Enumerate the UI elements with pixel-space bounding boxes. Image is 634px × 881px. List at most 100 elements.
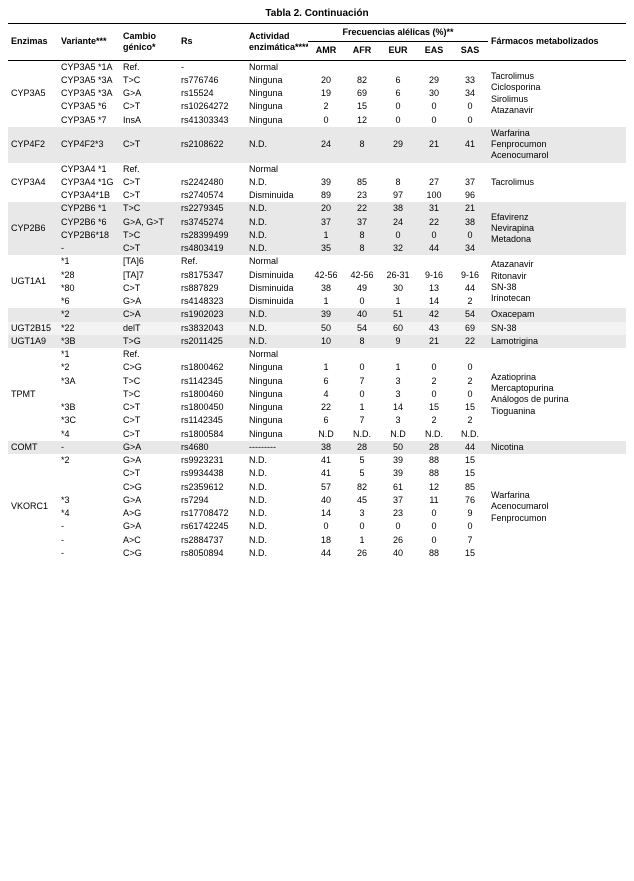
cell-rs: rs2011425	[178, 335, 246, 348]
cell-act: N.D.	[246, 127, 308, 163]
cell-sas: 7	[452, 534, 488, 547]
cell-enzyme: VKORC1	[8, 454, 58, 560]
cell-rs: rs1902023	[178, 308, 246, 321]
cell-enzyme: UGT2B15	[8, 322, 58, 335]
cell-sas: 0	[452, 114, 488, 127]
cell-eas: 13	[416, 282, 452, 295]
cell-eas: 88	[416, 467, 452, 480]
cell-amr: 50	[308, 322, 344, 335]
cell-eur: 38	[380, 202, 416, 215]
cell-amr: 40	[308, 494, 344, 507]
cell-eas: 11	[416, 494, 452, 507]
cell-rs: rs1800460	[178, 388, 246, 401]
cell-amr: 22	[308, 401, 344, 414]
cell-var: -	[58, 547, 120, 560]
cell-afr: 7	[344, 414, 380, 427]
cell-act: N.D.	[246, 176, 308, 189]
cell-sas: 15	[452, 547, 488, 560]
cell-var: -	[58, 441, 120, 454]
th-cambio: Cambio génico*	[120, 24, 178, 61]
cell-amr: 1	[308, 229, 344, 242]
cell-rs	[178, 348, 246, 361]
th-eas: EAS	[416, 42, 452, 60]
th-amr: AMR	[308, 42, 344, 60]
cell-sas: N.D.	[452, 428, 488, 441]
cell-act: N.D.	[246, 322, 308, 335]
cell-camb: T>C	[120, 202, 178, 215]
cell-afr: N.D.	[344, 428, 380, 441]
cell-camb: delT	[120, 322, 178, 335]
cell-sas: 44	[452, 441, 488, 454]
cell-afr: 0	[344, 520, 380, 533]
cell-act: N.D.	[246, 216, 308, 229]
cell-rs: rs15524	[178, 87, 246, 100]
cell-sas: 0	[452, 229, 488, 242]
cell-eur: 97	[380, 189, 416, 202]
cell-amr: 14	[308, 507, 344, 520]
th-rs: Rs	[178, 24, 246, 61]
cell-eas: 30	[416, 87, 452, 100]
cell-afr: 45	[344, 494, 380, 507]
cell-rs: rs776746	[178, 74, 246, 87]
cell-rs: rs1142345	[178, 414, 246, 427]
table-row: UGT1A9*3BT>Grs2011425N.D.10892122Lamotri…	[8, 335, 626, 348]
cell-act: N.D.	[246, 507, 308, 520]
cell-rs: rs2242480	[178, 176, 246, 189]
farmaco-item: Fenprocumon	[491, 139, 623, 150]
farmaco-item: Ciclosporina	[491, 82, 623, 93]
cell-amr: 0	[308, 520, 344, 533]
cell-amr	[308, 163, 344, 176]
cell-eas	[416, 163, 452, 176]
cell-camb: C>T	[120, 242, 178, 255]
cell-sas: 0	[452, 361, 488, 374]
table-row: COMT-G>Ars4680---------3828502844Nicotin…	[8, 441, 626, 454]
cell-eas: 0	[416, 520, 452, 533]
table-row: CYP3A5CYP3A5 *1ARef.-NormalTacrolimusCic…	[8, 60, 626, 74]
cell-eur: 23	[380, 507, 416, 520]
cell-rs: rs1800462	[178, 361, 246, 374]
cell-act: N.D.	[246, 547, 308, 560]
cell-sas: 9-16	[452, 269, 488, 282]
farmaco-item: Atazanavir	[491, 105, 623, 116]
cell-eas: 88	[416, 454, 452, 467]
cell-camb: T>C	[120, 74, 178, 87]
cell-camb: C>T	[120, 401, 178, 414]
cell-amr: 39	[308, 176, 344, 189]
cell-var: CYP2B6*18	[58, 229, 120, 242]
cell-amr: 42-56	[308, 269, 344, 282]
cell-rs: rs7294	[178, 494, 246, 507]
cell-rs: rs1800450	[178, 401, 246, 414]
cell-eas: 14	[416, 295, 452, 308]
cell-act: Ninguna	[246, 100, 308, 113]
cell-act: N.D.	[246, 202, 308, 215]
cell-camb: C>T	[120, 414, 178, 427]
cell-var: *3C	[58, 414, 120, 427]
cell-afr: 0	[344, 295, 380, 308]
cell-eur: 26-31	[380, 269, 416, 282]
cell-act: Ninguna	[246, 361, 308, 374]
cell-act: N.D.	[246, 534, 308, 547]
th-sas: SAS	[452, 42, 488, 60]
cell-camb: C>T	[120, 100, 178, 113]
farmaco-item: Tioguanina	[491, 406, 623, 417]
cell-camb: Ref.	[120, 348, 178, 361]
farmaco-item: Análogos de purina	[491, 394, 623, 405]
cell-eur: 26	[380, 534, 416, 547]
cell-act: Ninguna	[246, 114, 308, 127]
cell-amr	[308, 60, 344, 74]
cell-sas: 41	[452, 127, 488, 163]
farmaco-item: Oxacepam	[491, 309, 623, 320]
cell-afr: 7	[344, 375, 380, 388]
table-caption: Tabla 2. Continuación	[8, 8, 626, 19]
cell-var	[58, 467, 120, 480]
cell-act: Normal	[246, 348, 308, 361]
cell-amr: 38	[308, 441, 344, 454]
cell-var: -	[58, 534, 120, 547]
cell-var: CYP3A5 *7	[58, 114, 120, 127]
cell-eas: 21	[416, 335, 452, 348]
cell-eas: 15	[416, 401, 452, 414]
cell-var: *80	[58, 282, 120, 295]
cell-camb: C>T	[120, 428, 178, 441]
cell-enzyme: COMT	[8, 441, 58, 454]
cell-camb: G>A	[120, 494, 178, 507]
